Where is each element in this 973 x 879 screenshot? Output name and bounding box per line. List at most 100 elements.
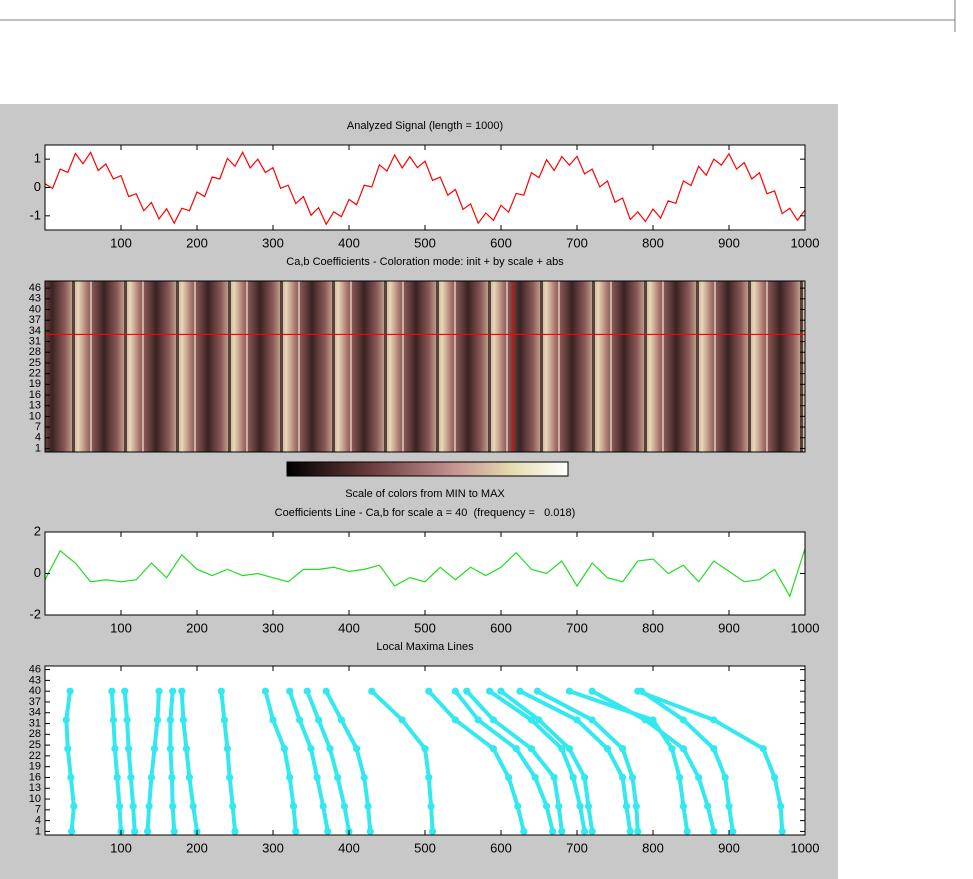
maxima-point — [451, 716, 459, 724]
y-tick-label: 0 — [34, 179, 41, 194]
maxima-point — [169, 687, 177, 695]
maxima-point — [229, 802, 237, 810]
maxima-point — [679, 716, 688, 724]
maxima-point — [360, 773, 368, 782]
maxima-point — [220, 716, 228, 724]
maxima-point — [189, 802, 197, 810]
y-tick-label: 19 — [29, 761, 41, 773]
maxima-line — [591, 689, 716, 832]
maxima-point — [66, 687, 74, 695]
x-tick-label: 600 — [490, 620, 512, 635]
maxima-point — [704, 802, 712, 810]
y-tick-label: 43 — [29, 674, 41, 686]
y-tick-label: 34 — [29, 707, 41, 719]
maxima-point — [231, 827, 239, 836]
y-tick-label: 4 — [35, 432, 41, 444]
maxima-point — [721, 773, 729, 782]
maxima-point — [588, 716, 596, 724]
x-tick-label: 1000 — [791, 620, 820, 635]
maxima-point — [543, 802, 551, 810]
maxima-point — [527, 716, 536, 724]
maxima-point — [261, 687, 269, 695]
maxima-point — [628, 773, 637, 782]
maxima-point — [64, 745, 72, 753]
maxima-point — [676, 773, 684, 782]
colorbar — [286, 461, 569, 477]
maxima-line — [637, 689, 785, 832]
y-tick-label: 7 — [35, 804, 41, 816]
maxima-line — [145, 691, 161, 832]
x-tick-label: 300 — [262, 620, 284, 635]
maxima-point — [569, 773, 577, 782]
maxima-point — [145, 802, 153, 810]
maxima-point — [169, 802, 177, 810]
y-tick-label: 1 — [35, 825, 41, 837]
maxima-point — [123, 716, 131, 724]
maxima-point — [641, 716, 650, 724]
maxima-point — [150, 745, 159, 753]
maxima-point — [127, 773, 135, 782]
maxima-point — [115, 802, 124, 810]
x-tick-label: 300 — [262, 235, 284, 250]
signal-line — [44, 151, 806, 226]
x-tick-label: 700 — [566, 620, 588, 635]
maxima-point — [223, 745, 231, 753]
x-tick-label: 400 — [338, 235, 360, 250]
maxima-line — [64, 690, 76, 832]
maxima-point — [334, 773, 342, 782]
maxima-point — [555, 802, 563, 810]
maxima-line — [427, 689, 526, 832]
maxima-point — [573, 716, 581, 724]
x-tick-label: 900 — [718, 620, 740, 635]
maxima-point — [558, 827, 566, 836]
maxima-line — [640, 689, 735, 832]
maxima-point — [296, 716, 304, 724]
maxima-point — [649, 716, 657, 724]
x-tick-label: 600 — [490, 235, 512, 250]
axes-frame — [44, 531, 806, 616]
maxima-point — [512, 745, 520, 753]
maxima-point — [292, 827, 300, 836]
maxima-point — [131, 827, 139, 836]
maxima-point — [584, 802, 593, 810]
maxima-line — [453, 689, 555, 832]
axes-background — [45, 145, 805, 230]
maxima-point — [144, 827, 152, 836]
maxima-line — [488, 689, 587, 832]
maxima-point — [425, 687, 433, 695]
maxima-point — [679, 802, 688, 810]
maxima-point — [168, 773, 176, 782]
y-tick-label: 25 — [29, 357, 41, 369]
maxima-point — [632, 802, 640, 810]
maxima-point — [777, 802, 785, 810]
x-tick-label: 500 — [414, 235, 436, 250]
maxima-point — [516, 687, 524, 695]
y-tick-label: -2 — [29, 606, 41, 621]
maxima-point — [322, 687, 330, 695]
plot-title: Coefficients Line - Ca,b for scale a = 4… — [275, 507, 576, 519]
x-tick-label: 800 — [642, 840, 664, 855]
x-tick-label: 200 — [186, 235, 208, 250]
y-tick-label: 25 — [29, 739, 41, 751]
maxima-point — [489, 745, 497, 753]
y-tick-label: -1 — [29, 207, 41, 222]
maxima-point — [182, 745, 190, 753]
maxima-point — [626, 827, 634, 836]
y-tick-label: 1 — [35, 442, 41, 454]
maxima-point — [185, 773, 193, 782]
x-tick-label: 900 — [718, 840, 740, 855]
y-tick-label: 7 — [35, 421, 41, 433]
maxima-point — [364, 802, 372, 810]
maxima-point — [178, 687, 186, 695]
x-tick-label: 700 — [566, 840, 588, 855]
y-tick-label: 31 — [29, 335, 41, 347]
y-tick-label: 13 — [29, 400, 41, 412]
maxima-point — [565, 687, 574, 695]
maxima-point — [463, 687, 471, 695]
maxima-point — [668, 745, 676, 753]
x-tick-label: 800 — [642, 620, 664, 635]
x-tick-label: 700 — [566, 235, 588, 250]
maxima-point — [695, 773, 703, 782]
coefficient-image-fine — [45, 281, 805, 452]
